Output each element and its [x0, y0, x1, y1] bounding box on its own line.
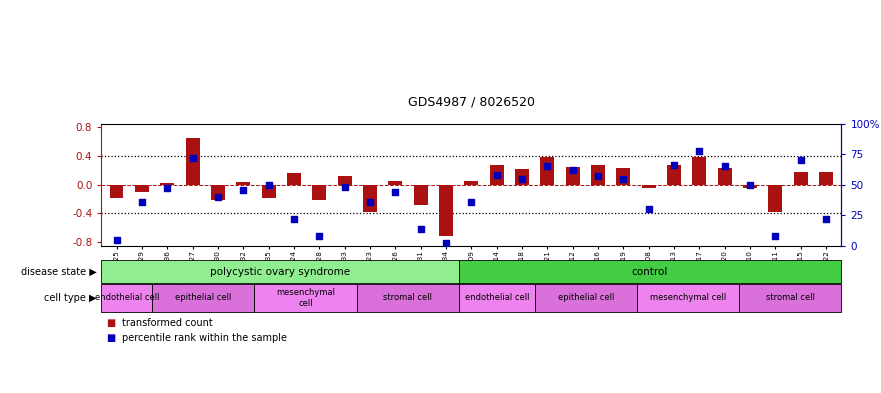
Point [439, 240, 453, 246]
Text: ■: ■ [106, 333, 115, 343]
Text: percentile rank within the sample: percentile rank within the sample [122, 333, 286, 343]
Text: cell type ▶: cell type ▶ [44, 293, 97, 303]
Bar [464, 181, 478, 185]
Bar [459, 260, 841, 283]
Bar [692, 158, 707, 185]
Bar [101, 260, 459, 283]
Text: GDS4987 / 8026520: GDS4987 / 8026520 [408, 95, 535, 108]
Point [718, 163, 732, 169]
Text: ■: ■ [106, 318, 115, 329]
Bar [591, 165, 605, 185]
Bar [617, 167, 631, 185]
Bar [255, 284, 357, 312]
Bar [414, 185, 427, 205]
Bar [389, 181, 403, 185]
Text: endothelial cell: endothelial cell [94, 294, 159, 302]
Bar [744, 185, 757, 187]
Bar [819, 172, 833, 185]
Bar [515, 169, 529, 185]
Point [287, 216, 301, 222]
Text: disease state ▶: disease state ▶ [21, 266, 97, 277]
Bar [439, 185, 453, 236]
Bar [109, 185, 123, 198]
Point [186, 155, 200, 161]
Point [515, 175, 529, 182]
Text: control: control [632, 266, 668, 277]
Point [794, 157, 808, 163]
Point [591, 173, 605, 179]
Point [768, 233, 782, 239]
Bar [135, 185, 149, 192]
Text: stromal cell: stromal cell [383, 294, 432, 302]
Text: stromal cell: stromal cell [766, 294, 815, 302]
Point [262, 182, 276, 188]
Text: mesenchymal cell: mesenchymal cell [650, 294, 726, 302]
Bar [363, 185, 377, 212]
Bar [357, 284, 459, 312]
Bar [287, 173, 301, 185]
Point [236, 186, 250, 193]
Point [743, 182, 757, 188]
Text: epithelial cell: epithelial cell [558, 294, 614, 302]
Point [337, 184, 352, 190]
Point [363, 198, 377, 205]
Bar [641, 185, 655, 188]
Point [490, 172, 504, 178]
Bar [186, 138, 199, 185]
Bar [739, 284, 841, 312]
Text: epithelial cell: epithelial cell [175, 294, 232, 302]
Bar [637, 284, 739, 312]
Text: transformed count: transformed count [122, 318, 212, 329]
Point [312, 233, 326, 239]
Point [641, 206, 655, 212]
Bar [566, 167, 580, 185]
Point [692, 147, 707, 154]
Bar [101, 284, 152, 312]
Bar [459, 284, 535, 312]
Point [160, 185, 174, 191]
Bar [535, 284, 637, 312]
Bar [667, 165, 681, 185]
Bar [262, 185, 276, 198]
Point [566, 167, 580, 173]
Bar [152, 284, 255, 312]
Point [109, 236, 123, 242]
Point [211, 194, 225, 200]
Text: endothelial cell: endothelial cell [464, 294, 529, 302]
Bar [768, 185, 782, 212]
Bar [718, 167, 732, 185]
Point [667, 162, 681, 168]
Bar [540, 158, 554, 185]
Point [540, 163, 554, 169]
Bar [312, 185, 326, 200]
Bar [160, 183, 174, 185]
Point [617, 175, 631, 182]
Text: mesenchymal
cell: mesenchymal cell [276, 288, 335, 308]
Bar [337, 176, 352, 185]
Text: polycystic ovary syndrome: polycystic ovary syndrome [210, 266, 350, 277]
Point [464, 198, 478, 205]
Point [819, 216, 833, 222]
Bar [794, 172, 808, 185]
Point [389, 189, 403, 195]
Point [413, 226, 427, 232]
Bar [490, 165, 504, 185]
Point [135, 198, 149, 205]
Bar [211, 185, 225, 200]
Bar [236, 182, 250, 185]
